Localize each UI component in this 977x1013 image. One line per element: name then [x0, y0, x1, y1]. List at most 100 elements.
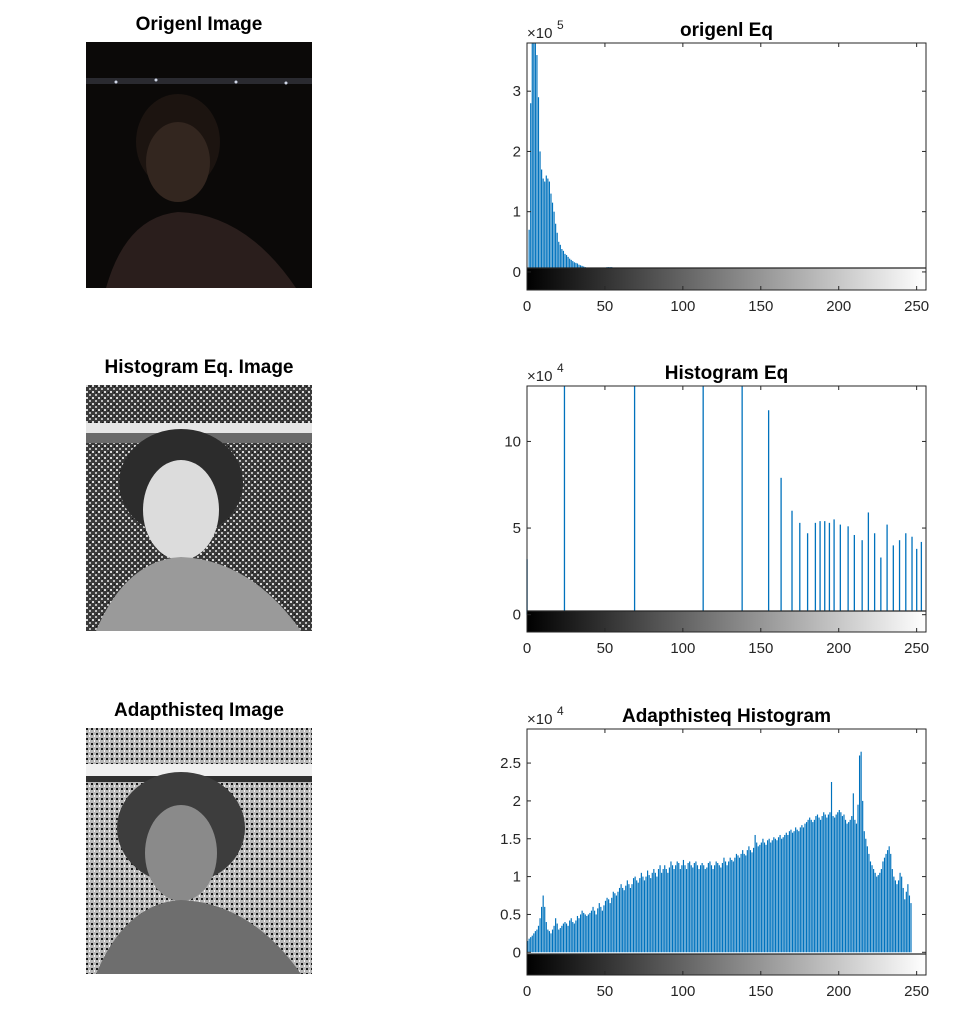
- bar: [712, 869, 714, 953]
- bar: [873, 869, 875, 953]
- bar: [600, 906, 602, 953]
- bar: [814, 522, 817, 615]
- bar: [816, 814, 819, 953]
- bars: [526, 386, 923, 615]
- adapthisteq-image: [86, 728, 312, 974]
- bar: [871, 865, 873, 953]
- bar: [689, 861, 691, 953]
- bar: [883, 857, 886, 953]
- bar: [795, 827, 797, 953]
- bar: [785, 832, 787, 953]
- bar: [907, 884, 909, 953]
- bar: [784, 834, 786, 953]
- bar: [620, 884, 622, 953]
- bar: [556, 232, 558, 272]
- chart-3: 0 0.5 1 1.5 2 2.5 0 50 100 150 200 250 Adapthisteq H…: [500, 704, 929, 1000]
- bar: [821, 816, 823, 953]
- x-tick-label: 200: [826, 983, 851, 1000]
- bar: [643, 880, 646, 953]
- bar: [564, 922, 566, 953]
- bar: [533, 933, 535, 953]
- bars: [527, 43, 636, 272]
- bar: [767, 410, 770, 615]
- bar: [809, 817, 811, 953]
- bar: [623, 890, 625, 953]
- bar: [858, 755, 861, 953]
- bar: [640, 872, 642, 953]
- y-tick-label: 0.5: [500, 906, 521, 923]
- bar: [670, 861, 672, 953]
- bar: [835, 814, 837, 953]
- bar: [592, 906, 594, 953]
- bar: [645, 876, 647, 953]
- bar: [622, 887, 624, 953]
- bar: [745, 855, 747, 953]
- bar: [873, 533, 876, 615]
- bar: [701, 862, 703, 953]
- bar: [804, 823, 806, 953]
- original-image: [86, 42, 312, 288]
- bar: [594, 910, 596, 953]
- bar: [886, 524, 888, 615]
- bar: [632, 878, 635, 953]
- bar: [759, 844, 761, 953]
- bar: [724, 861, 727, 953]
- bar: [841, 816, 844, 953]
- bar: [838, 809, 840, 953]
- bar: [657, 869, 660, 953]
- bar: [650, 878, 652, 953]
- bar: [579, 914, 582, 953]
- chart-title: origenl Eq: [680, 20, 773, 41]
- bar: [685, 869, 688, 953]
- bar: [530, 937, 532, 953]
- bar: [576, 915, 579, 953]
- bar: [848, 822, 850, 953]
- axes-box: [526, 385, 927, 633]
- bar: [633, 386, 636, 615]
- y-tick-label: 10: [504, 433, 521, 450]
- bar: [901, 876, 903, 953]
- bar: [551, 929, 554, 953]
- bar: [547, 929, 549, 953]
- bar: [777, 837, 780, 953]
- bar: [763, 842, 766, 953]
- bar: [569, 258, 571, 272]
- bar: [888, 846, 890, 953]
- bar: [567, 256, 569, 272]
- bar: [728, 861, 730, 953]
- bar: [826, 817, 828, 953]
- bar: [774, 838, 776, 953]
- bar: [597, 908, 599, 953]
- bar: [539, 918, 541, 953]
- bar: [542, 895, 544, 953]
- bar: [904, 899, 906, 953]
- bar: [608, 899, 610, 953]
- y-tick-label: 3: [513, 83, 521, 100]
- bar: [675, 865, 677, 953]
- bar: [776, 840, 778, 953]
- bar: [828, 522, 831, 615]
- bar: [718, 865, 720, 953]
- bar: [855, 823, 858, 953]
- bar: [617, 891, 619, 953]
- bar: [589, 912, 591, 953]
- y-exponent-power: 5: [557, 18, 564, 32]
- bar: [861, 540, 863, 615]
- bar: [656, 876, 658, 953]
- bar: [703, 865, 705, 953]
- bar: [714, 865, 716, 953]
- bar: [910, 903, 912, 953]
- bar: [779, 834, 781, 953]
- bar: [612, 891, 614, 953]
- bar: [559, 928, 561, 953]
- x-tick-label: 0: [523, 640, 531, 657]
- bar: [537, 925, 540, 953]
- bar: [807, 819, 809, 953]
- bar: [885, 853, 887, 953]
- bar: [527, 940, 529, 953]
- bar: [877, 875, 879, 953]
- x-tick-label: 150: [748, 983, 773, 1000]
- bar: [648, 875, 650, 953]
- bar: [876, 876, 878, 953]
- bar: [564, 253, 566, 272]
